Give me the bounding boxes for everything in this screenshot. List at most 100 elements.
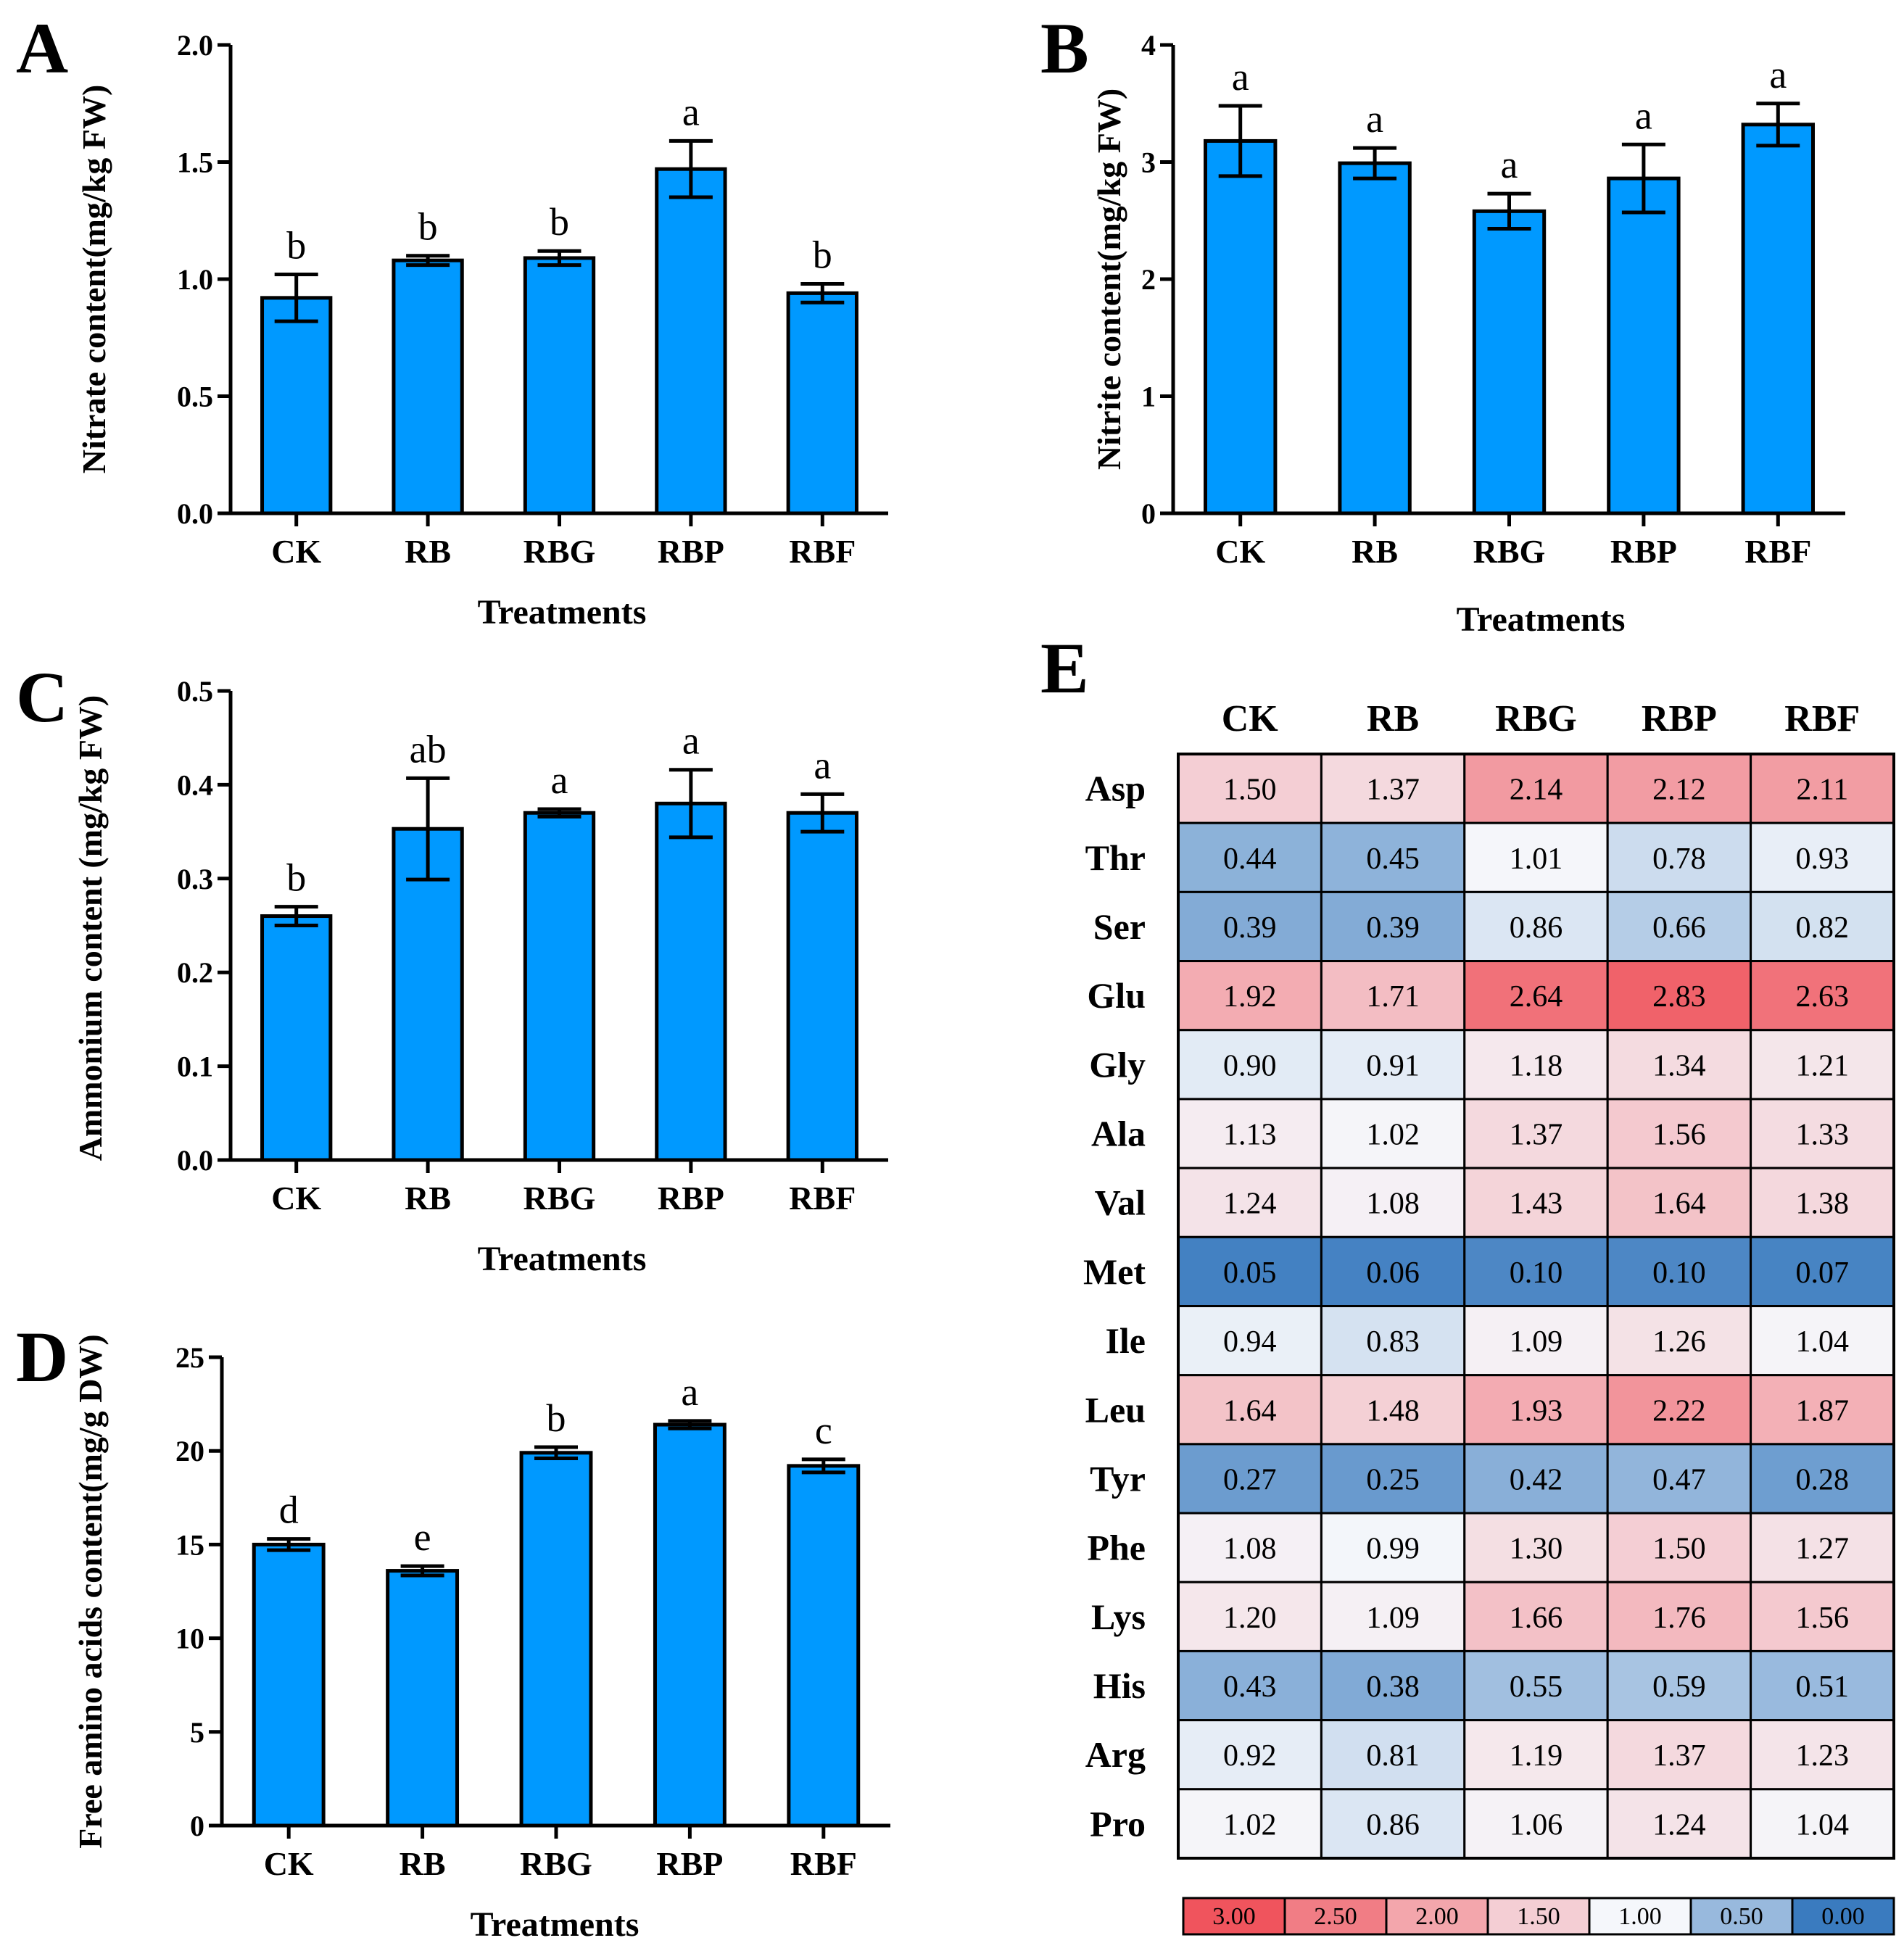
heatmap-row-label: Thr: [1085, 837, 1146, 878]
legend-label: 2.50: [1314, 1903, 1357, 1930]
heatmap-cell-value: 2.22: [1652, 1394, 1706, 1428]
heatmap-cell: [1177, 960, 1323, 1032]
heatmap-cell-value: 0.07: [1796, 1256, 1850, 1290]
heatmap-cell-value: 0.28: [1796, 1463, 1850, 1496]
x-tick-label: CK: [1215, 533, 1265, 570]
heatmap-cell-value: 1.24: [1652, 1808, 1706, 1842]
heatmap-cell: [1463, 1649, 1609, 1722]
heatmap-cell-value: 0.27: [1223, 1463, 1277, 1496]
y-tick-label: 0.4: [177, 769, 213, 801]
heatmap-cell: [1177, 1305, 1323, 1377]
y-tick-label: 0.2: [177, 956, 213, 989]
y-tick-label: 0.1: [177, 1051, 213, 1083]
heatmap-cell-value: 1.20: [1223, 1602, 1277, 1635]
heatmap-cell-value: 0.43: [1223, 1670, 1277, 1704]
bar-ck: [260, 914, 333, 1162]
heatmap-cell-value: 0.93: [1796, 842, 1850, 876]
heatmap-cell-value: 0.39: [1366, 911, 1420, 945]
significance-label: e: [414, 1515, 431, 1559]
heatmap-cell-value: 1.18: [1510, 1049, 1563, 1082]
heatmap-cell-value: 1.43: [1510, 1188, 1563, 1221]
panel-d: D 0 5 10 15 20 25 d CK e RB b RBG a RBP c RBF Treatments F…: [16, 1317, 890, 1944]
y-tick-label: 0: [1141, 497, 1156, 530]
heatmap-row-label: Arg: [1085, 1734, 1146, 1775]
legend-swatch: [1385, 1897, 1489, 1936]
heatmap-cell-value: 1.92: [1223, 980, 1277, 1014]
heatmap-cell-value: 1.04: [1796, 1808, 1850, 1842]
x-tick-label: RBF: [790, 1845, 857, 1882]
heatmap-cell: [1177, 1719, 1323, 1791]
heatmap-cell-value: 0.10: [1652, 1256, 1706, 1290]
x-tick-label: RBG: [520, 1845, 592, 1882]
x-tick-label: CK: [271, 533, 321, 570]
heatmap-cell-value: 1.50: [1652, 1533, 1706, 1566]
heatmap-cell: [1463, 960, 1609, 1032]
bar-rbf: [786, 291, 858, 515]
significance-label: a: [682, 90, 700, 133]
heatmap-cell-value: 2.14: [1510, 774, 1563, 807]
bar-rbg: [519, 1451, 593, 1828]
x-tick-label: RBP: [1610, 533, 1677, 570]
panel-e: E CK RB RBG RBP RBF Asp 1.50 1.37 2.14 2.12 2.11 Thr…: [1040, 628, 1895, 1936]
heatmap-cell-value: 0.44: [1223, 842, 1277, 876]
heatmap-cell-value: 0.90: [1223, 1049, 1277, 1082]
legend-label: 0.00: [1821, 1903, 1865, 1930]
heatmap-column-label: RB: [1367, 698, 1419, 740]
significance-label: b: [286, 856, 306, 900]
significance-label: a: [681, 1370, 698, 1414]
bar-rbp: [655, 801, 727, 1162]
heatmap-cell: [1463, 890, 1609, 963]
heatmap-row-label: Ser: [1093, 906, 1146, 947]
heatmap-cell-value: 0.42: [1510, 1463, 1563, 1496]
legend-label: 3.00: [1212, 1903, 1256, 1930]
heatmap-cell-value: 1.27: [1796, 1533, 1850, 1566]
heatmap-cell-value: 0.81: [1366, 1739, 1420, 1773]
heatmap-column-label: RBF: [1784, 698, 1860, 740]
heatmap-cell: [1463, 1098, 1609, 1169]
heatmap-cell-value: 1.64: [1652, 1188, 1706, 1221]
heatmap-cell: [1606, 1719, 1752, 1791]
heatmap-cell: [1320, 1167, 1466, 1238]
legend-label: 0.50: [1720, 1903, 1763, 1930]
heatmap-cell-value: 0.25: [1366, 1463, 1420, 1496]
heatmap-cell: [1320, 890, 1466, 963]
heatmap-cell: [1463, 1235, 1609, 1307]
heatmap-cell-value: 1.38: [1796, 1188, 1850, 1221]
heatmap-cell-value: 1.26: [1652, 1325, 1706, 1359]
panel-letter: D: [16, 1317, 68, 1397]
heatmap-row-label: Val: [1095, 1182, 1146, 1223]
significance-label: a: [682, 719, 700, 763]
heatmap-cell: [1463, 1167, 1609, 1238]
heatmap-row-label: Tyr: [1090, 1458, 1146, 1499]
heatmap-row-label: His: [1093, 1665, 1146, 1706]
y-tick-label: 20: [175, 1435, 204, 1467]
y-tick-label: 0.0: [177, 1144, 213, 1177]
significance-label: a: [1501, 143, 1518, 186]
heatmap-cell: [1177, 821, 1323, 893]
heatmap-cell-value: 0.39: [1223, 911, 1277, 945]
significance-label: b: [418, 205, 438, 249]
heatmap-cell-value: 0.05: [1223, 1256, 1277, 1290]
heatmap-row-label: Lys: [1091, 1596, 1146, 1637]
panel-c: C 0.0 0.1 0.2 0.3 0.4 0.5 b CK ab RB a RBG a RBP a RBF Tr…: [16, 657, 888, 1278]
heatmap-cell-value: 1.30: [1510, 1533, 1563, 1566]
heatmap-cell: [1606, 1029, 1752, 1101]
heatmap-cell: [1750, 1098, 1895, 1169]
heatmap-cell-value: 0.66: [1652, 911, 1706, 945]
significance-label: c: [815, 1409, 832, 1452]
y-tick-label: 1.5: [177, 146, 213, 179]
y-tick-label: 0.5: [177, 675, 213, 708]
bar-rbg: [1472, 209, 1547, 515]
panel-letter: B: [1040, 8, 1089, 88]
heatmap-row-label: Ile: [1105, 1320, 1146, 1361]
significance-label: a: [1769, 53, 1787, 96]
heatmap-cell-value: 1.34: [1652, 1049, 1706, 1082]
x-tick-label: RBG: [523, 533, 596, 570]
x-axis-title: Treatments: [478, 1240, 647, 1278]
heatmap-row-label: Glu: [1087, 975, 1146, 1016]
heatmap-cell-value: 2.12: [1652, 774, 1706, 807]
x-tick-label: CK: [271, 1180, 321, 1217]
heatmap-cell: [1177, 753, 1323, 824]
heatmap-cell-value: 1.23: [1796, 1739, 1850, 1773]
